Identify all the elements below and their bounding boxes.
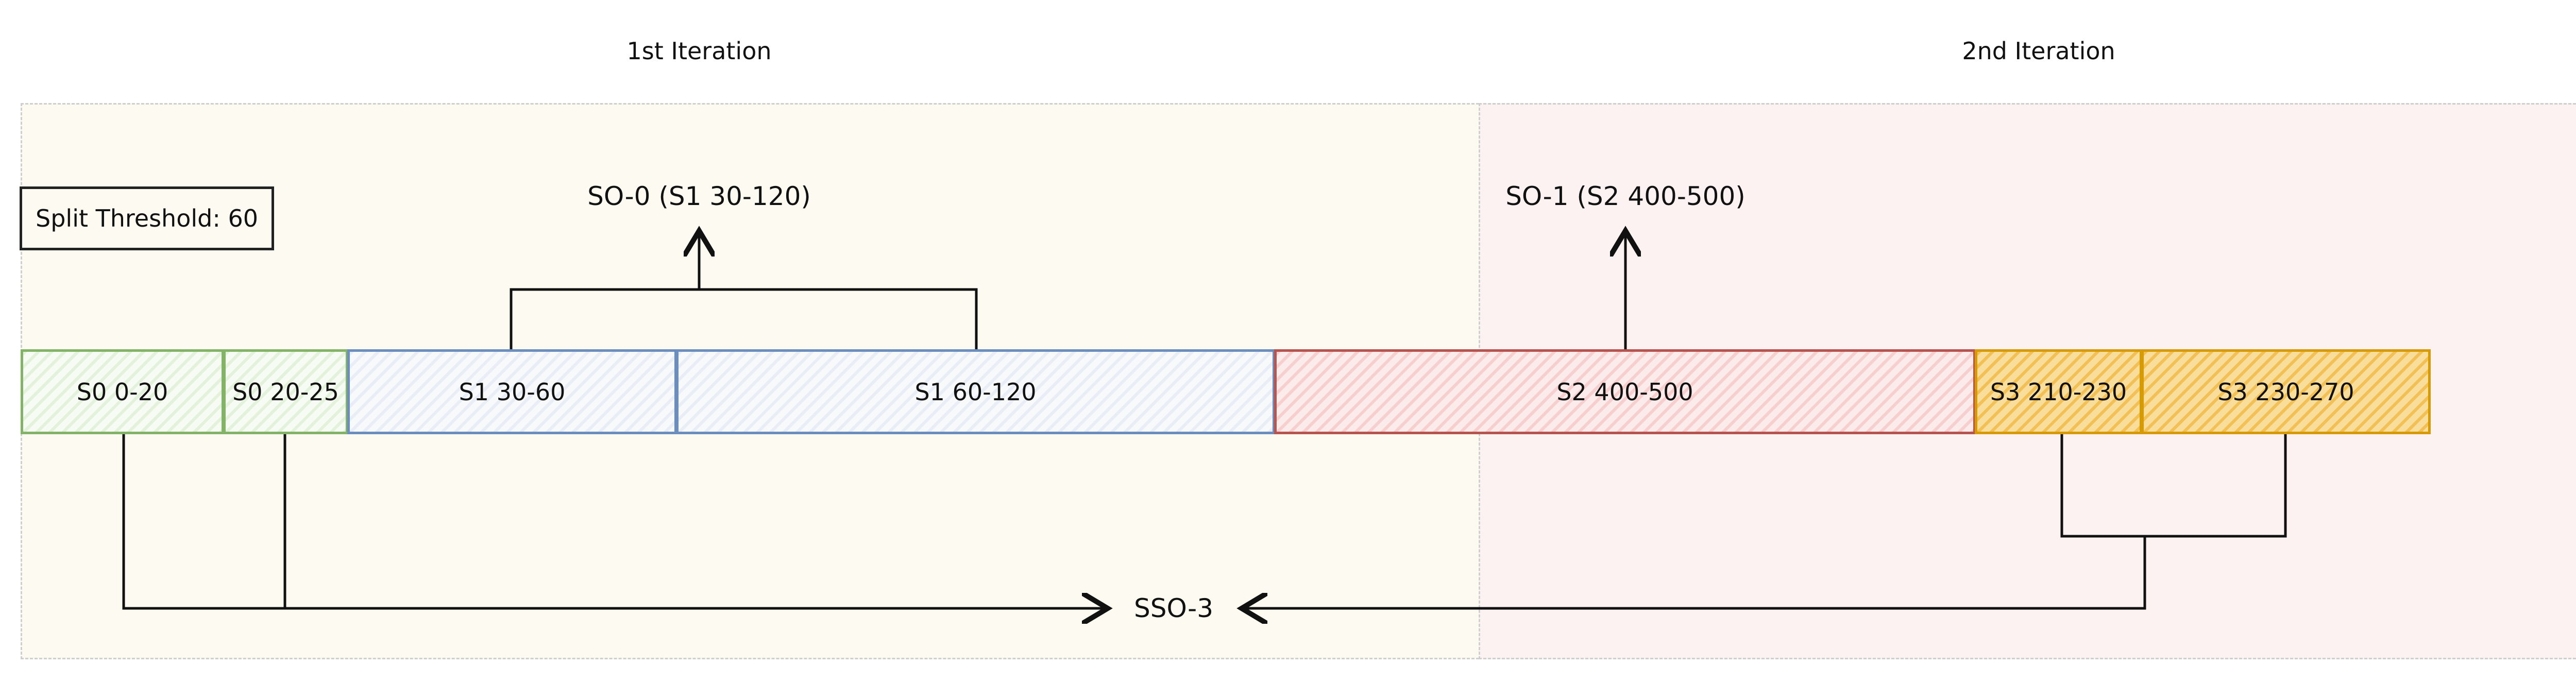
split-threshold-label: Split Threshold: 60 [36,204,258,232]
segment-s3-230-270: S3 230-270 [2141,349,2431,434]
so-0-connector [510,231,978,349]
so-0-label: SO-0 (S1 30-120) [587,181,811,211]
first-iteration-title: 1st Iteration [626,37,772,65]
segment-s3-230-270-label: S3 230-270 [2217,378,2354,406]
segment-s1-60-120-label: S1 60-120 [914,378,1037,406]
s0-to-sso-3-connector [122,434,1108,608]
segment-s0-20-25-label: S0 20-25 [232,378,339,406]
segment-s1-30-60: S1 30-60 [347,349,677,434]
split-threshold-box: Split Threshold: 60 [20,186,274,250]
s3-to-sso-3-connector [1242,434,2287,608]
so-1-label: SO-1 (S2 400-500) [1505,181,1745,211]
segment-s1-30-60-label: S1 30-60 [459,378,566,406]
segment-s3-210-230: S3 210-230 [1975,349,2142,434]
segment-s2-400-500: S2 400-500 [1274,349,1976,434]
segment-s3-210-230-label: S3 210-230 [1990,378,2127,406]
second-iteration-title: 2nd Iteration [1962,37,2115,65]
segment-s1-60-120: S1 60-120 [676,349,1275,434]
segment-s0-0-20: S0 0-20 [21,349,224,434]
sso-3-label: SSO-3 [1133,593,1214,623]
segment-s0-20-25: S0 20-25 [223,349,348,434]
segment-s0-0-20-label: S0 0-20 [76,378,168,406]
segment-s2-400-500-label: S2 400-500 [1556,378,1693,406]
